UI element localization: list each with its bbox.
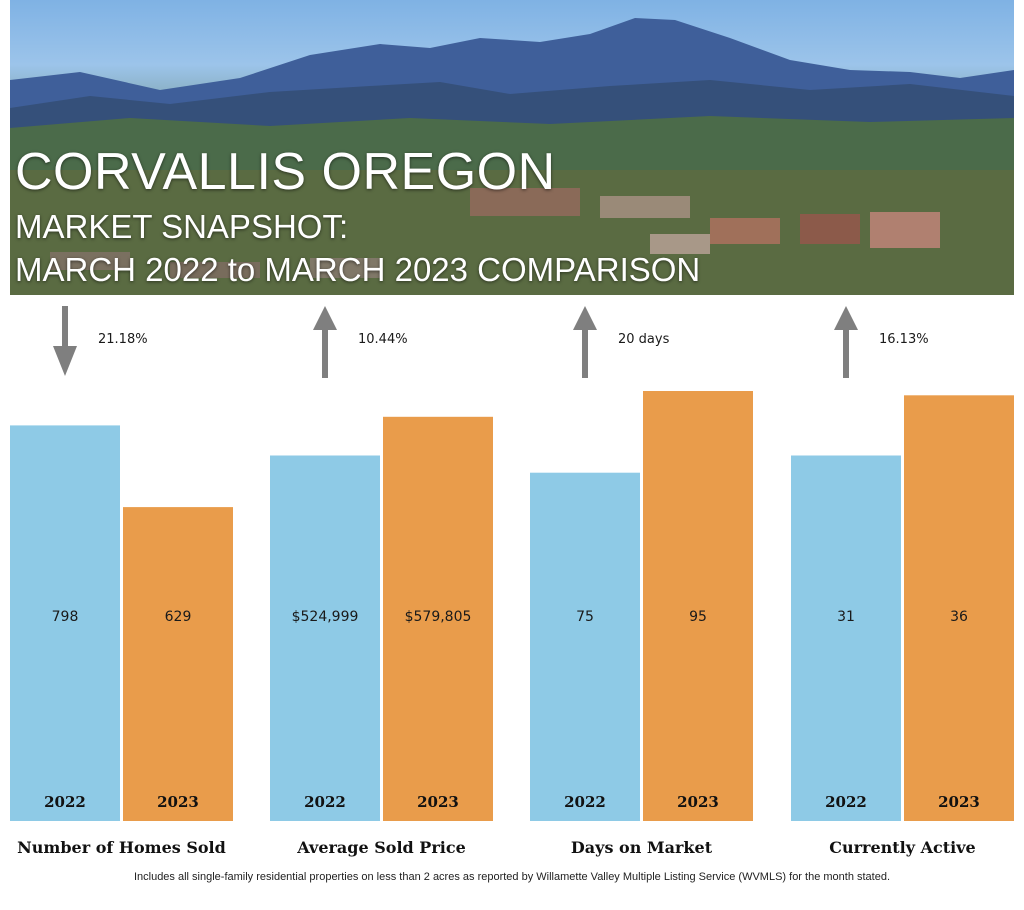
bar-2022-2 <box>530 472 640 821</box>
bar-value-2022-0: 798 <box>52 609 79 625</box>
bar-2022-1 <box>270 455 380 821</box>
arrow-up-shaft-1 <box>322 328 328 378</box>
bar-value-2023-0: 629 <box>165 609 192 625</box>
bar-2023-3 <box>904 395 1014 821</box>
subtitle-market-snapshot: MARKET SNAPSHOT: <box>15 208 349 245</box>
bar-2022-0 <box>10 425 120 821</box>
bar-2023-0 <box>123 507 233 821</box>
arrow-up-shaft-3 <box>843 328 849 378</box>
arrow-up-icon-1 <box>313 306 337 330</box>
bar-year-label-2023-3: 2023 <box>938 793 980 811</box>
bar-year-label-2023-1: 2023 <box>417 793 459 811</box>
arrow-up-icon-2 <box>573 306 597 330</box>
arrow-down-shaft-0 <box>62 306 68 348</box>
mountain-landscape-photo <box>10 18 1014 295</box>
page-title: CORVALLIS OREGON <box>15 143 556 201</box>
bar-value-2023-1: $579,805 <box>405 609 472 625</box>
bar-year-label-2022-3: 2022 <box>825 793 867 811</box>
category-label-3: Currently Active <box>829 838 975 857</box>
bar-year-label-2023-2: 2023 <box>677 793 719 811</box>
bar-2023-1 <box>383 416 493 821</box>
bar-2023-2 <box>643 391 753 821</box>
arrow-up-shaft-2 <box>582 328 588 378</box>
change-label-0: 21.18% <box>98 332 148 347</box>
bar-year-label-2023-0: 2023 <box>157 793 199 811</box>
bar-year-label-2022-1: 2022 <box>304 793 346 811</box>
change-label-3: 16.13% <box>879 332 929 347</box>
footnote: Includes all single-family residential p… <box>133 871 891 883</box>
bar-year-label-2022-0: 2022 <box>44 793 86 811</box>
bar-year-label-2022-2: 2022 <box>564 793 606 811</box>
bar-value-2023-2: 95 <box>689 609 707 625</box>
bar-2022-3 <box>791 455 901 821</box>
category-label-0: Number of Homes Sold <box>17 838 226 857</box>
bar-value-2022-2: 75 <box>576 609 594 625</box>
category-label-1: Average Sold Price <box>296 838 466 857</box>
subtitle-comparison-period: MARCH 2022 to MARCH 2023 COMPARISON <box>15 251 701 288</box>
change-label-1: 10.44% <box>358 332 408 347</box>
arrow-up-icon-3 <box>834 306 858 330</box>
bar-value-2023-3: 36 <box>950 609 968 625</box>
bar-value-2022-3: 31 <box>837 609 855 625</box>
category-label-2: Days on Market <box>571 838 713 857</box>
bar-value-2022-1: $524,999 <box>292 609 359 625</box>
change-label-2: 20 days <box>618 332 670 347</box>
comparison-bar-chart: 798 2022 629 2023 21.18% Number of Homes Sold… <box>10 306 1014 857</box>
arrow-down-icon-0 <box>53 346 77 376</box>
hero-banner: CORVALLIS OREGON MARKET SNAPSHOT: MARCH … <box>10 0 1014 295</box>
